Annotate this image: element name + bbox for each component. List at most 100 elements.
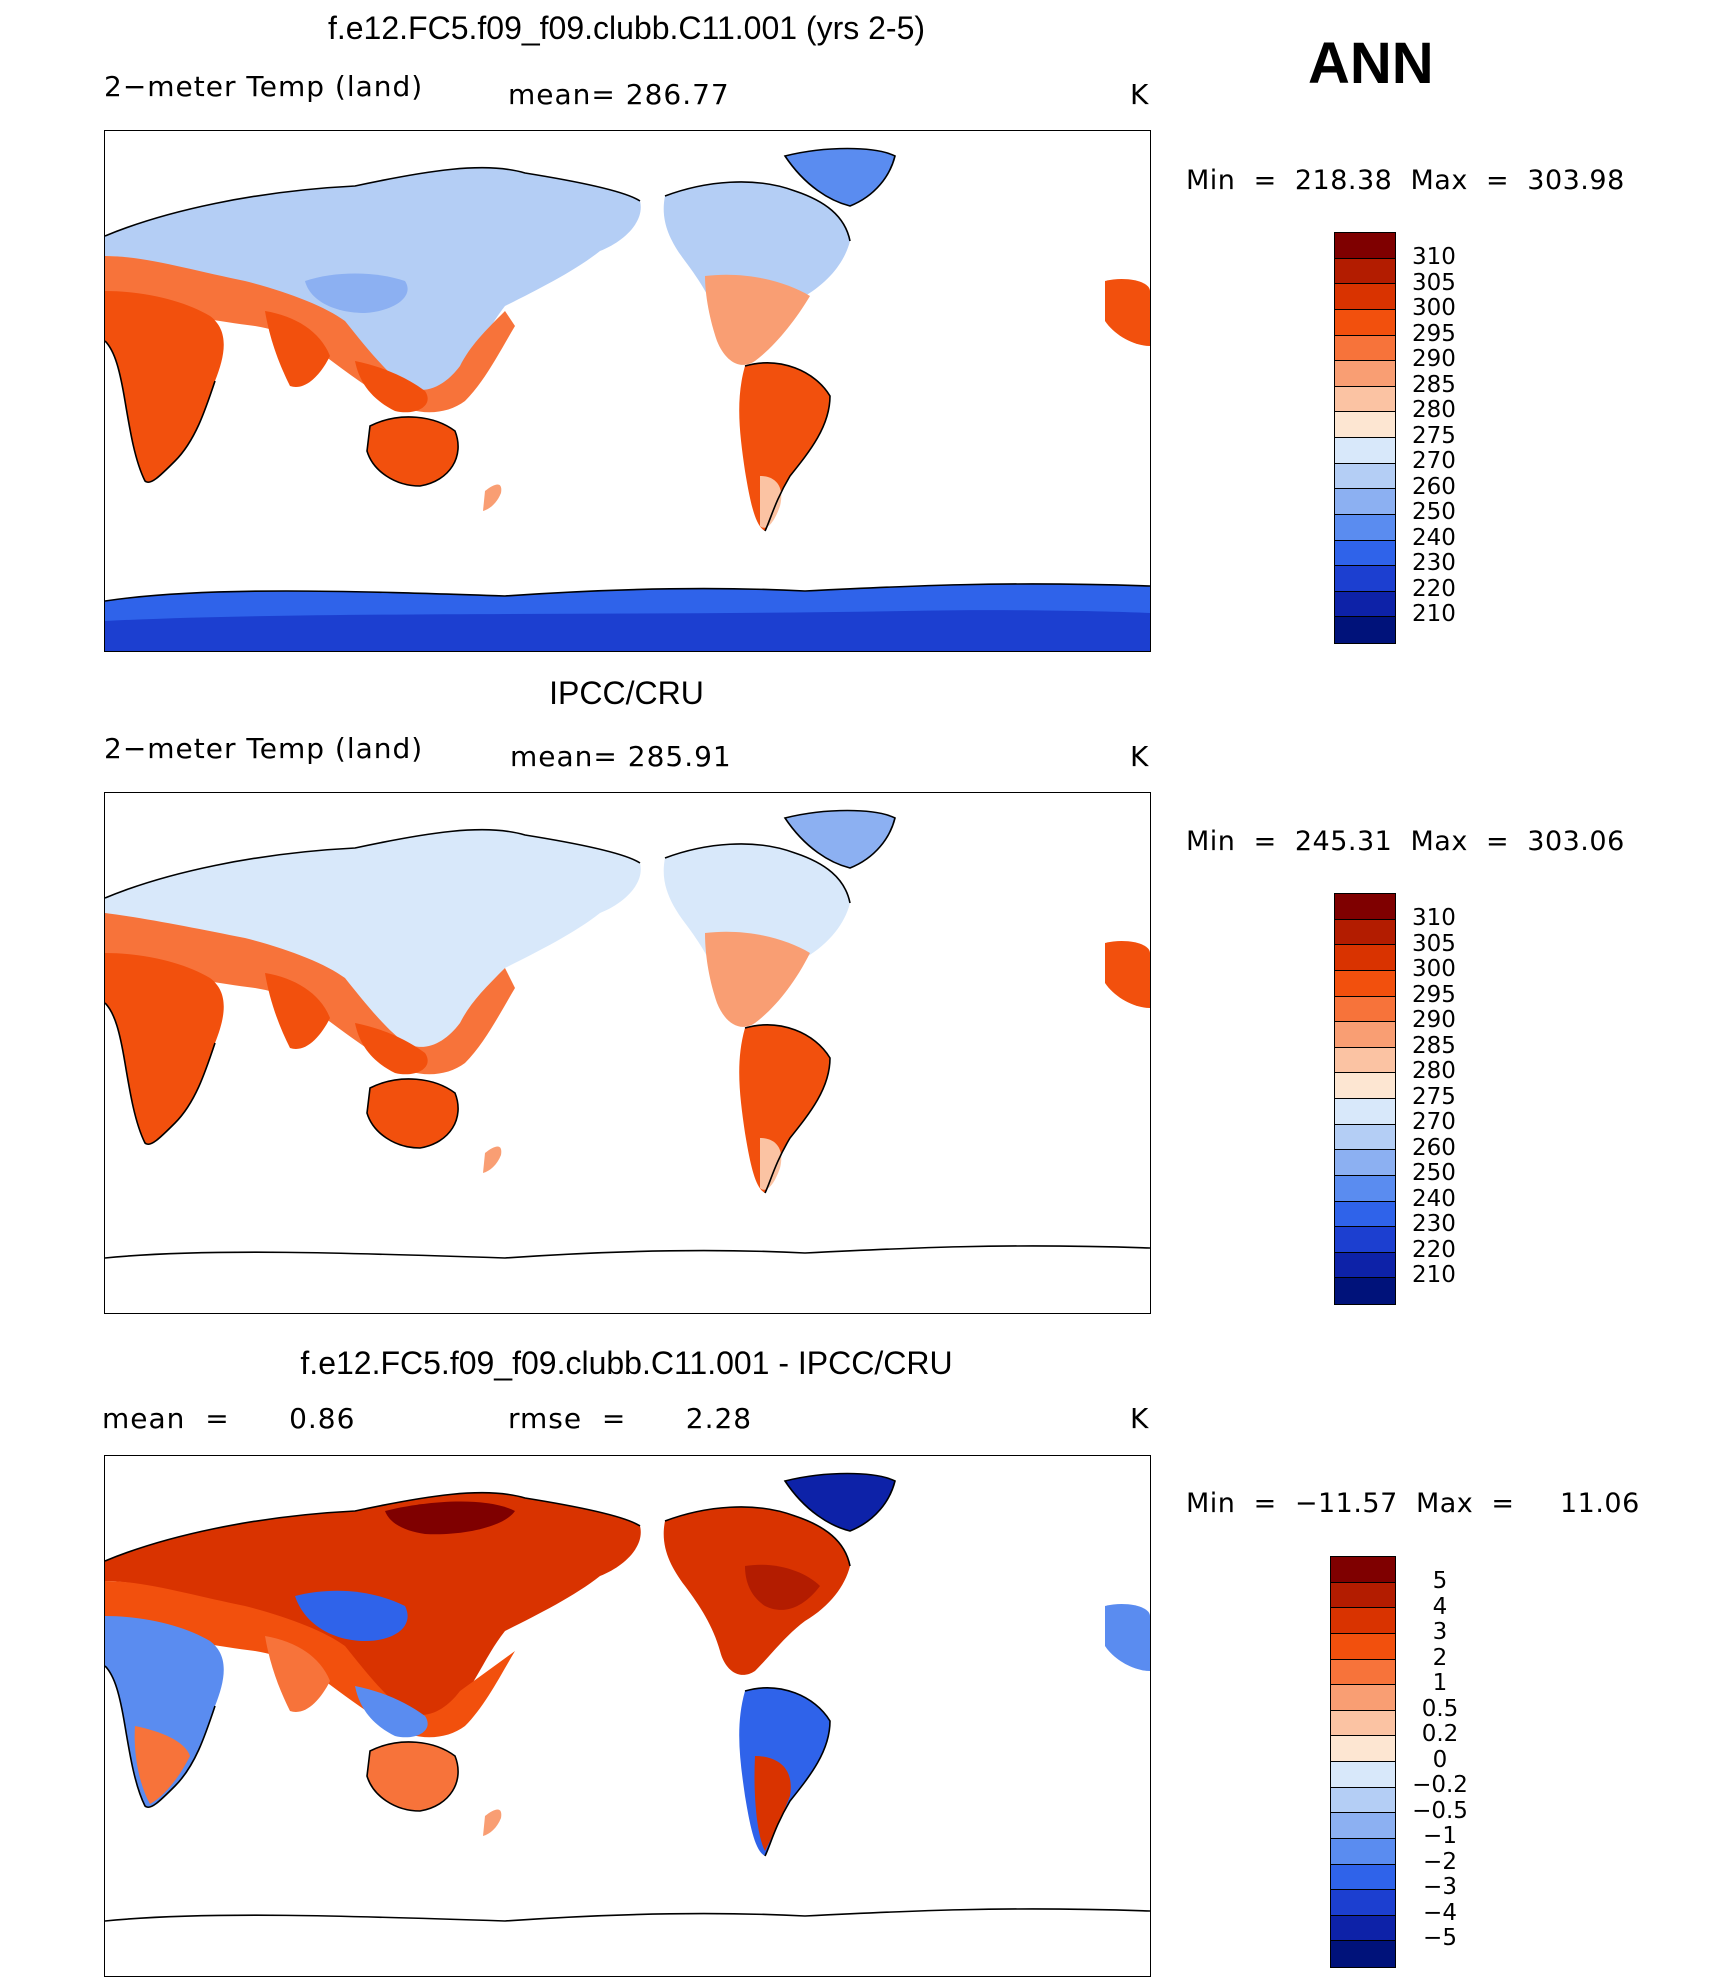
panel3-colorbar <box>1330 1556 1396 1968</box>
colorbar-tick: 275 <box>1412 1083 1456 1110</box>
colorbar-tick: 3 <box>1432 1619 1448 1645</box>
samerica-tip <box>760 476 782 528</box>
panel1-title: f.e12.FC5.f09_f09.clubb.C11.001 (yrs 2-5… <box>327 10 926 46</box>
namerica-east <box>745 1564 820 1610</box>
panel3-mean-label: mean = 0.86 <box>102 1402 356 1435</box>
colorbar-tick: 1 <box>1432 1670 1448 1696</box>
colorbar-tick: 220 <box>1412 575 1456 602</box>
panel2-units: K <box>1130 740 1150 773</box>
colorbar-tick: 0.2 <box>1421 1721 1459 1747</box>
africa-land <box>105 953 224 1145</box>
tibet-cold <box>305 273 408 313</box>
colorbar-tick: 260 <box>1412 473 1456 500</box>
panel3-coastlines <box>105 1472 1150 1922</box>
colorbar-tick: 300 <box>1412 295 1456 321</box>
india-land <box>265 1636 330 1712</box>
australia-land <box>367 416 459 486</box>
colorbar-tick: −3 <box>1423 1874 1457 1900</box>
panel2-minmax: Min = 245.31 Max = 303.06 <box>1186 826 1625 857</box>
colorbar-tick: 310 <box>1412 905 1456 931</box>
panel3-map-svg <box>105 1472 1150 1922</box>
colorbar-tick: −2 <box>1423 1848 1457 1875</box>
panel1-map <box>104 130 1151 652</box>
tibet-cold <box>295 1590 408 1641</box>
greenland-land <box>785 1473 895 1531</box>
colorbar-tick: 290 <box>1412 346 1456 372</box>
colorbar-tick: −4 <box>1423 1899 1457 1926</box>
colorbar-tick: 290 <box>1412 1007 1456 1033</box>
colorbar-tick: 0 <box>1432 1746 1448 1773</box>
namerica-south <box>705 274 810 365</box>
panel1-variable-label: 2−meter Temp (land) <box>104 70 424 103</box>
eurasia-land <box>105 829 641 1058</box>
colorbar-tick: 260 <box>1412 1134 1456 1161</box>
colorbar-tick: 210 <box>1412 1262 1456 1288</box>
panel2-colorbar <box>1334 893 1396 1305</box>
panel3-title: f.e12.FC5.f09_f09.clubb.C11.001 - IPCC/C… <box>300 1345 953 1381</box>
panel1-colorbar-labels: 310 305 300 295 290 285 280 275 270 260 … <box>1412 244 1456 628</box>
namerica-land <box>663 181 850 350</box>
colorbar-tick: 280 <box>1412 1058 1456 1084</box>
colorbar-tick: −0.5 <box>1412 1797 1468 1824</box>
nz-land <box>483 1809 502 1836</box>
africa-land <box>105 291 224 483</box>
nz-land <box>483 1146 502 1173</box>
panel1-colorbar <box>1334 232 1396 644</box>
antarctica-coast <box>105 1908 1150 1922</box>
africa-land <box>105 1616 224 1808</box>
colorbar-tick: 280 <box>1412 397 1456 423</box>
panel3-units: K <box>1130 1402 1150 1435</box>
colorbar-tick: 270 <box>1412 448 1456 474</box>
colorbar-tick: 220 <box>1412 1236 1456 1263</box>
panel1-coastlines <box>105 147 1150 602</box>
namerica-south <box>705 931 810 1027</box>
samerica-land <box>739 362 830 531</box>
colorbar-tick: 0.5 <box>1421 1695 1459 1722</box>
panel3-rmse-label: rmse = 2.28 <box>508 1402 753 1435</box>
australia-land <box>367 1078 459 1148</box>
panel1-units: K <box>1130 78 1150 111</box>
panel2-map <box>104 792 1151 1314</box>
greenland-land <box>785 810 895 868</box>
colorbar-tick: 270 <box>1412 1109 1456 1135</box>
colorbar-tick: 4 <box>1432 1593 1448 1620</box>
antarctica-interior <box>105 610 1150 651</box>
panel2-colorbar-labels: 310 305 300 295 290 285 280 275 270 260 … <box>1412 905 1456 1289</box>
antarctica-coast <box>105 1245 1150 1259</box>
africa-south <box>134 1726 190 1804</box>
colorbar-tick: 305 <box>1412 930 1456 957</box>
panel3-map <box>104 1455 1151 1977</box>
colorbar-tick: 250 <box>1412 499 1456 525</box>
panel2-coastlines <box>105 809 1150 1259</box>
colorbar-tick: 295 <box>1412 320 1456 347</box>
samerica-land <box>739 1024 830 1193</box>
colorbar-tick: 275 <box>1412 422 1456 449</box>
panel1-map-svg <box>105 147 1150 651</box>
panel3-colorbar-labels: 5 4 3 2 1 0.5 0.2 0 −0.2 −0.5 −1 −2 −3 −… <box>1410 1568 1470 1952</box>
panel1-minmax: Min = 218.38 Max = 303.98 <box>1186 165 1625 196</box>
panel2-map-svg <box>105 809 1150 1259</box>
colorbar-tick: 230 <box>1412 1211 1456 1237</box>
colorbar-tick: 2 <box>1432 1644 1448 1671</box>
namerica-land <box>663 843 850 1012</box>
siberia-hot <box>385 1501 515 1535</box>
india-land <box>265 311 330 387</box>
india-land <box>265 973 330 1049</box>
colorbar-tick: 240 <box>1412 524 1456 551</box>
greenland-land <box>785 148 895 206</box>
panel2-title: IPCC/CRU <box>549 675 704 711</box>
seasia-land <box>355 1686 428 1738</box>
panel3-minmax: Min = −11.57 Max = 11.06 <box>1186 1488 1640 1519</box>
colorbar-tick: 240 <box>1412 1185 1456 1212</box>
australia-land <box>367 1741 459 1811</box>
colorbar-tick: 300 <box>1412 956 1456 982</box>
colorbar-tick: 295 <box>1412 981 1456 1008</box>
africa-east-edge <box>1105 941 1150 1008</box>
colorbar-tick: 230 <box>1412 550 1456 576</box>
colorbar-tick: −0.2 <box>1412 1772 1468 1798</box>
panel2-variable-label: 2−meter Temp (land) <box>104 732 424 765</box>
colorbar-tick: 250 <box>1412 1160 1456 1186</box>
africa-east-edge <box>1105 1604 1150 1671</box>
season-label: ANN <box>1308 31 1434 96</box>
colorbar-tick: 5 <box>1432 1568 1448 1594</box>
